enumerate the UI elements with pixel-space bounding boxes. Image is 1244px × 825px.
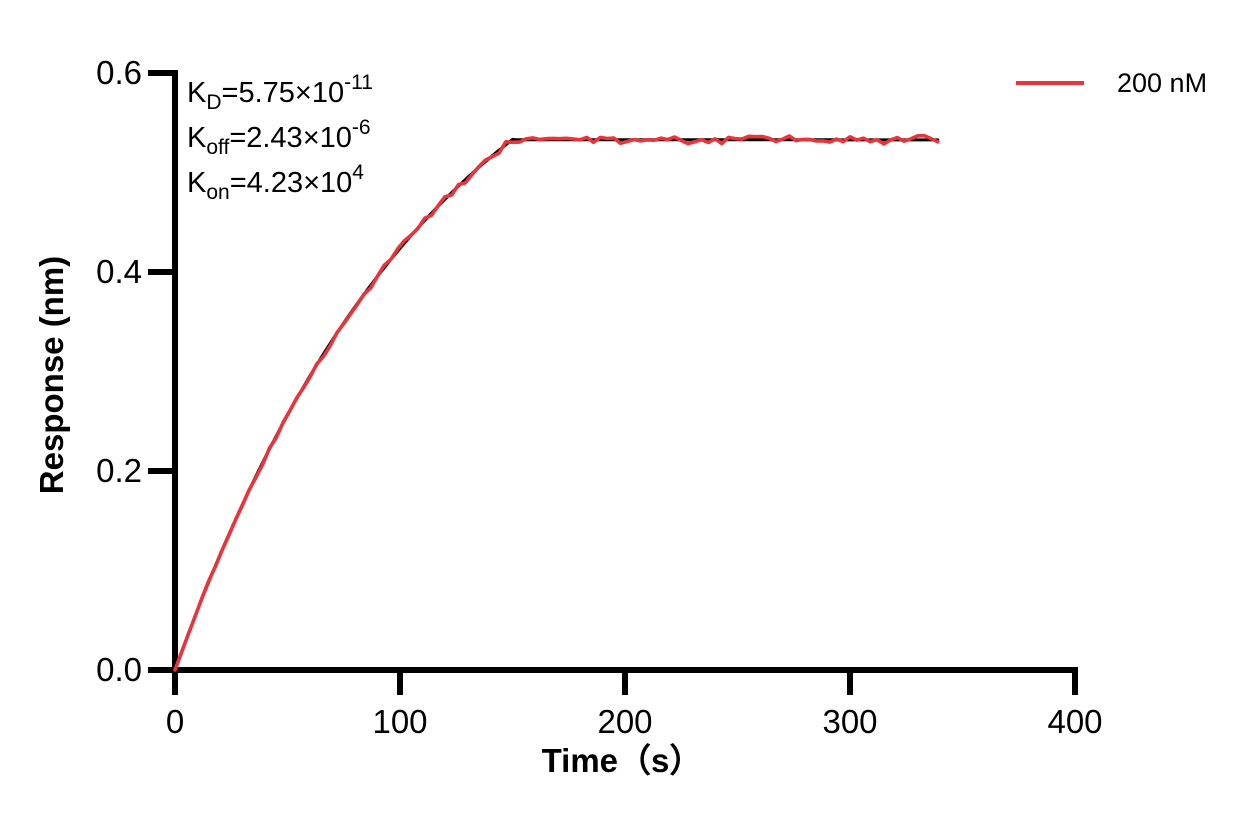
kon-base: K — [187, 167, 207, 199]
x-tick-label: 300 — [822, 703, 877, 740]
y-ticks — [148, 70, 172, 673]
y-tick-label: 0.4 — [96, 253, 142, 290]
annotation-kd: KD=5.75×10-11 — [187, 71, 373, 114]
annotation-kon: Kon=4.23×104 — [187, 161, 364, 204]
kd-mid: =5.75×10 — [222, 77, 345, 109]
y-tick-label: 0.2 — [96, 452, 142, 489]
x-tick-label: 100 — [372, 703, 427, 740]
kd-base: K — [187, 77, 207, 109]
fit-curve — [173, 137, 940, 672]
kon-sup: 4 — [352, 161, 364, 184]
x-tick-label: 0 — [166, 703, 184, 740]
y-tick-labels: 0.0 0.2 0.4 0.6 — [96, 54, 142, 688]
kon-mid: =4.23×10 — [230, 167, 353, 199]
axes — [148, 70, 1078, 695]
x-tick-label: 200 — [597, 703, 652, 740]
koff-sup: -6 — [352, 116, 371, 139]
kinetic-annotations: KD=5.75×10-11 Koff=2.43×10-6 Kon=4.23×10… — [187, 71, 373, 204]
x-ticks — [172, 673, 1078, 695]
legend-label-200nM: 200 nM — [1117, 68, 1207, 98]
x-tick-label: 400 — [1047, 703, 1102, 740]
annotation-koff: Koff=2.43×10-6 — [187, 116, 371, 159]
y-tick-label: 0.6 — [96, 54, 142, 91]
koff-mid: =2.43×10 — [229, 122, 352, 154]
trace-curve-200nM — [173, 133, 940, 672]
kd-sub: D — [206, 91, 221, 114]
kd-sup: -11 — [344, 71, 373, 94]
legend: 200 nM — [1016, 68, 1207, 98]
y-axis-title: Response (nm) — [33, 256, 70, 494]
y-tick-label: 0.0 — [96, 651, 142, 688]
koff-sub: off — [206, 136, 229, 159]
koff-base: K — [187, 122, 207, 154]
x-axis-title: Time（s） — [542, 742, 703, 779]
x-tick-labels: 0 100 200 300 400 — [166, 703, 1103, 740]
kon-sub: on — [206, 181, 229, 204]
